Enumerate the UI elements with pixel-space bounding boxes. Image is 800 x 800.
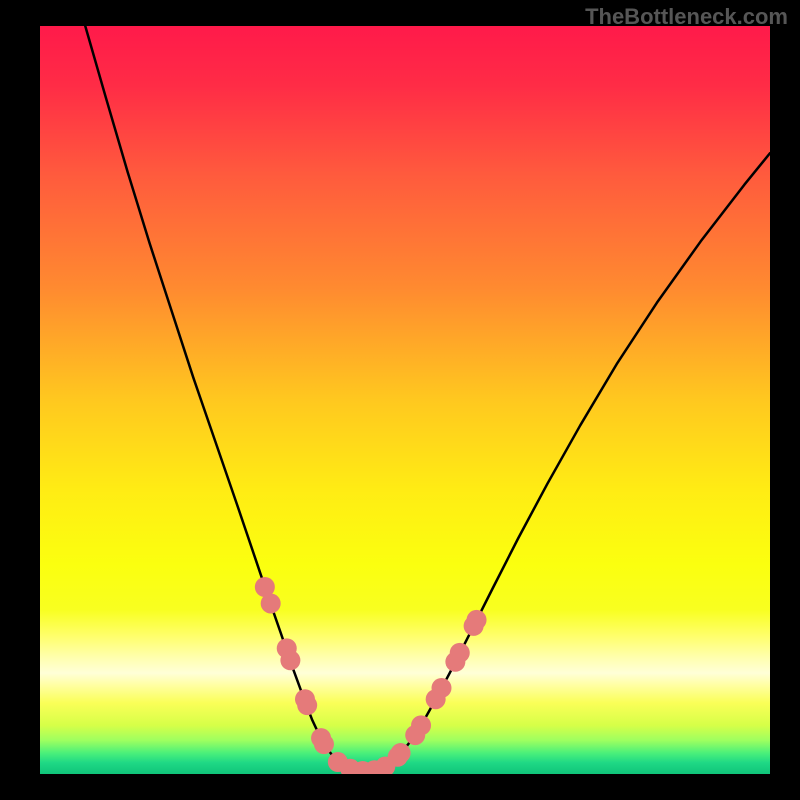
plot-area xyxy=(40,26,770,774)
data-marker xyxy=(450,643,470,663)
data-marker xyxy=(411,715,431,735)
chart-container: TheBottleneck.com xyxy=(0,0,800,800)
data-marker xyxy=(432,678,452,698)
data-marker xyxy=(261,593,281,613)
chart-svg xyxy=(40,26,770,774)
data-marker xyxy=(280,650,300,670)
data-marker xyxy=(314,734,334,754)
data-marker xyxy=(467,610,487,630)
watermark-text: TheBottleneck.com xyxy=(585,4,788,30)
data-marker xyxy=(391,743,411,763)
data-marker xyxy=(297,695,317,715)
